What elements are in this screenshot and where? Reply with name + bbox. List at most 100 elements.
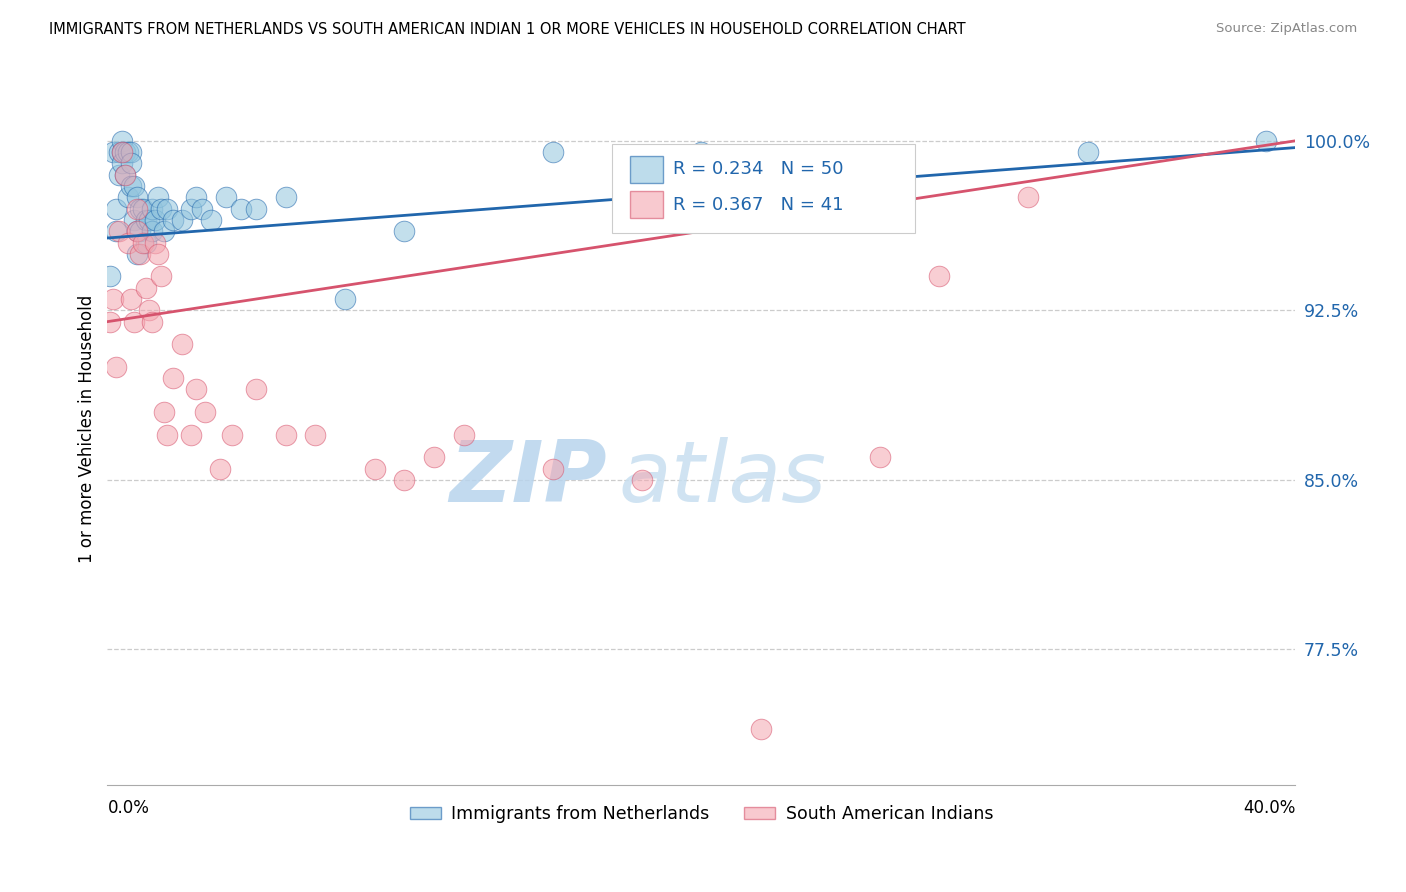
FancyBboxPatch shape	[612, 145, 915, 233]
Point	[125, 247, 148, 261]
Point	[170, 337, 193, 351]
Point	[245, 383, 267, 397]
Text: 40.0%: 40.0%	[1243, 798, 1295, 817]
Point	[114, 145, 136, 160]
Point	[114, 168, 136, 182]
Point	[141, 224, 163, 238]
Text: ZIP: ZIP	[449, 437, 606, 520]
Point	[125, 224, 148, 238]
Point	[149, 202, 172, 216]
FancyBboxPatch shape	[630, 155, 664, 183]
Point	[200, 213, 222, 227]
Point	[209, 461, 232, 475]
Text: IMMIGRANTS FROM NETHERLANDS VS SOUTH AMERICAN INDIAN 1 OR MORE VEHICLES IN HOUSE: IMMIGRANTS FROM NETHERLANDS VS SOUTH AME…	[49, 22, 966, 37]
Point	[129, 224, 152, 238]
Point	[125, 190, 148, 204]
Point	[141, 202, 163, 216]
Point	[98, 315, 121, 329]
Point	[138, 213, 160, 227]
Text: R = 0.367   N = 41: R = 0.367 N = 41	[673, 195, 844, 214]
Point	[117, 190, 139, 204]
Point	[749, 722, 772, 736]
FancyBboxPatch shape	[630, 191, 664, 219]
Point	[333, 292, 356, 306]
Point	[135, 235, 157, 250]
Point	[229, 202, 252, 216]
Point	[120, 145, 142, 160]
Point	[120, 292, 142, 306]
Point	[423, 450, 446, 465]
Point	[108, 224, 131, 238]
Point	[304, 427, 326, 442]
Point	[215, 190, 238, 204]
Point	[274, 427, 297, 442]
Point	[1017, 190, 1039, 204]
Point	[186, 190, 208, 204]
Point	[180, 427, 202, 442]
Point	[111, 145, 134, 160]
Text: 0.0%: 0.0%	[107, 798, 149, 817]
Point	[928, 269, 950, 284]
Point	[453, 427, 475, 442]
Point	[541, 145, 564, 160]
Point	[143, 235, 166, 250]
Text: Source: ZipAtlas.com: Source: ZipAtlas.com	[1216, 22, 1357, 36]
Point	[180, 202, 202, 216]
Text: R = 0.234   N = 50: R = 0.234 N = 50	[673, 161, 844, 178]
Point	[122, 315, 145, 329]
Point	[1254, 134, 1277, 148]
Point	[125, 224, 148, 238]
Point	[631, 473, 654, 487]
Point	[143, 213, 166, 227]
Text: atlas: atlas	[619, 437, 827, 520]
Point	[245, 202, 267, 216]
Point	[162, 213, 184, 227]
Point	[146, 190, 169, 204]
Point	[162, 371, 184, 385]
Point	[690, 145, 713, 160]
Y-axis label: 1 or more Vehicles in Household: 1 or more Vehicles in Household	[79, 295, 96, 563]
Point	[363, 461, 385, 475]
Point	[125, 202, 148, 216]
Point	[156, 427, 179, 442]
Point	[1076, 145, 1098, 160]
Point	[120, 179, 142, 194]
Point	[138, 303, 160, 318]
Point	[114, 168, 136, 182]
Point	[132, 202, 155, 216]
Point	[135, 213, 157, 227]
Point	[98, 269, 121, 284]
Point	[156, 202, 179, 216]
Point	[111, 145, 134, 160]
Point	[103, 145, 125, 160]
Point	[146, 247, 169, 261]
Point	[120, 156, 142, 170]
Point	[274, 190, 297, 204]
Point	[122, 213, 145, 227]
Point	[117, 235, 139, 250]
Point	[108, 168, 131, 182]
Point	[170, 213, 193, 227]
Point	[122, 179, 145, 194]
Point	[153, 405, 176, 419]
Point	[105, 202, 128, 216]
Point	[103, 292, 125, 306]
Point	[394, 473, 416, 487]
Point	[186, 383, 208, 397]
Point	[394, 224, 416, 238]
Point	[141, 315, 163, 329]
Point	[149, 269, 172, 284]
Point	[129, 202, 152, 216]
Point	[105, 359, 128, 374]
Point	[194, 405, 217, 419]
Point	[153, 224, 176, 238]
Point	[869, 450, 891, 465]
Point	[132, 235, 155, 250]
Point	[111, 134, 134, 148]
Point	[117, 145, 139, 160]
Point	[191, 202, 214, 216]
Point	[129, 247, 152, 261]
Point	[108, 145, 131, 160]
Point	[105, 224, 128, 238]
Point	[135, 281, 157, 295]
